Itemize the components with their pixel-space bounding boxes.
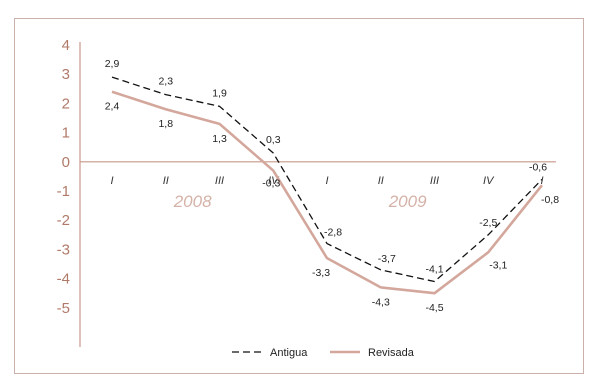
data-label: -3,1 bbox=[489, 259, 507, 271]
x-axis-ticks: I II III IV I II III IV I bbox=[110, 175, 543, 187]
x-tick-label: III bbox=[430, 175, 439, 187]
series-line-revisada bbox=[111, 90, 544, 295]
x-tick-label: I bbox=[110, 175, 113, 187]
x-tick-label: III bbox=[215, 175, 224, 187]
data-label: -0,6 bbox=[529, 161, 547, 173]
y-axis-ticks: 4 3 2 1 0 -1 -2 -3 -4 -5 bbox=[57, 37, 70, 317]
legend-label-antigua: Antigua bbox=[270, 347, 308, 359]
y-tick-label: -4 bbox=[57, 271, 70, 288]
x-tick-label: II bbox=[378, 175, 384, 187]
year-label: 2009 bbox=[388, 192, 427, 211]
x-tick-label: I bbox=[540, 175, 543, 187]
legend-label-revisada: Revisada bbox=[368, 347, 415, 359]
data-label: -4,1 bbox=[425, 264, 443, 276]
data-label: 2,3 bbox=[158, 76, 173, 88]
y-tick-label: -2 bbox=[57, 212, 70, 229]
x-tick-label: IV bbox=[483, 175, 495, 187]
data-label: 1,3 bbox=[212, 133, 227, 145]
data-label: 2,9 bbox=[105, 58, 120, 70]
y-tick-label: 1 bbox=[62, 125, 70, 142]
data-labels: 2,9 2,3 1,9 0,3 -2,8 -3,7 -4,1 -2,5 -0,6 2,4 1,8 1,… bbox=[105, 58, 560, 314]
y-tick-label: 4 bbox=[62, 37, 70, 54]
data-label: -4,3 bbox=[372, 296, 390, 308]
data-label: -3,3 bbox=[312, 267, 330, 279]
data-label: -4,5 bbox=[425, 302, 443, 314]
x-tick-label: I bbox=[325, 175, 328, 187]
data-label: -2,5 bbox=[479, 217, 497, 229]
y-tick-label: -1 bbox=[57, 183, 70, 200]
data-label: 1,8 bbox=[158, 118, 173, 130]
legend: Antigua Revisada bbox=[232, 347, 415, 359]
series-lines bbox=[111, 76, 544, 295]
y-tick-label: -5 bbox=[57, 300, 70, 317]
y-tick-label: 0 bbox=[62, 154, 70, 171]
data-label: -2,8 bbox=[324, 227, 342, 239]
y-tick-label: 3 bbox=[62, 66, 70, 83]
year-label: 2008 bbox=[173, 192, 212, 211]
data-label: 0,3 bbox=[266, 134, 281, 146]
x-tick-label: II bbox=[163, 175, 169, 187]
data-label: -0,3 bbox=[262, 178, 280, 190]
series-line-antigua bbox=[111, 76, 543, 283]
data-label: 1,9 bbox=[212, 87, 227, 99]
data-label: -0,8 bbox=[541, 194, 559, 206]
data-label: -3,7 bbox=[378, 253, 396, 265]
data-label: 2,4 bbox=[105, 101, 120, 113]
axes bbox=[79, 42, 556, 347]
y-tick-label: 2 bbox=[62, 95, 70, 112]
year-labels: 2008 2009 bbox=[173, 192, 427, 211]
y-tick-label: -3 bbox=[57, 241, 70, 258]
chart-frame bbox=[14, 18, 584, 374]
